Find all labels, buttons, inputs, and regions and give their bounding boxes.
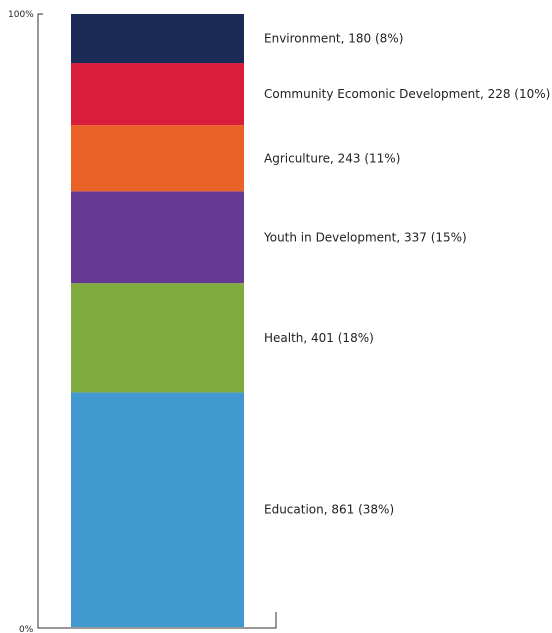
y-axis-line: [37, 13, 277, 629]
bar-segment-education: [71, 392, 244, 627]
segment-label-environment: Environment, 180 (8%): [264, 32, 403, 46]
y-tick-label-top: 100%: [8, 10, 34, 20]
y-tick-label-bottom: 0%: [19, 625, 34, 633]
segment-label-agriculture: Agriculture, 243 (11%): [264, 151, 400, 165]
segment-label-education: Education, 861 (38%): [264, 503, 394, 517]
bar-segment-environment: [71, 14, 244, 64]
segment-label-health: Health, 401 (18%): [264, 331, 374, 345]
bar-segment-agriculture: [71, 125, 244, 192]
bar-segment-youth-in-development: [71, 191, 244, 284]
segment-label-youth-in-development: Youth in Development, 337 (15%): [263, 230, 467, 244]
segment-label-community-ecomonic-development: Community Ecomonic Development, 228 (10%…: [264, 87, 550, 101]
bar-segments: [71, 14, 244, 627]
segment-labels: Education, 861 (38%) Health, 401 (18%) You…: [263, 32, 550, 517]
bar-segment-community-ecomonic-development: [71, 63, 244, 126]
bar-segment-health: [71, 283, 244, 393]
chart-axes: 100% 0%: [8, 10, 277, 633]
